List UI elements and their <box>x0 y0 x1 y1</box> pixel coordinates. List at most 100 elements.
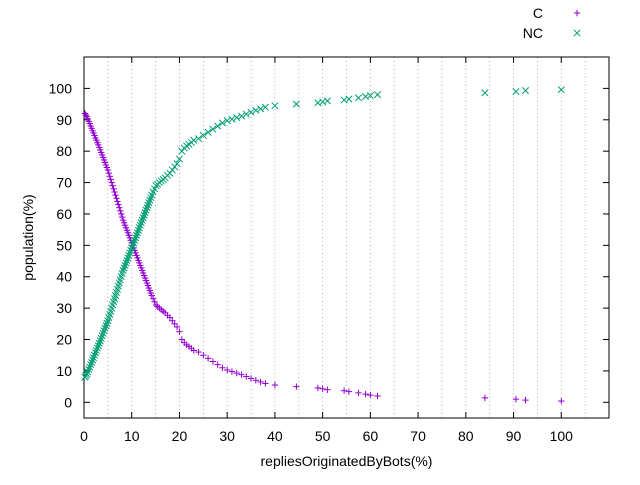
data-point-c <box>118 213 126 221</box>
data-point-nc <box>136 221 144 229</box>
data-point-nc <box>97 334 105 342</box>
data-point-nc <box>247 108 255 116</box>
data-point-nc <box>144 201 152 209</box>
data-point-nc <box>345 95 353 103</box>
data-point-nc <box>194 135 203 143</box>
data-point-nc <box>175 155 184 163</box>
data-point-nc <box>88 358 96 366</box>
data-point-c <box>355 389 362 397</box>
data-point-nc <box>86 363 94 371</box>
data-point-nc <box>223 117 231 125</box>
data-point-nc <box>145 199 153 207</box>
data-point-nc <box>271 102 279 110</box>
data-point-c <box>214 361 221 368</box>
data-point-c <box>82 111 90 119</box>
data-point-nc <box>261 103 269 111</box>
data-point-nc <box>166 169 174 177</box>
data-point-nc <box>96 337 104 345</box>
x-tick-label: 100 <box>550 428 574 444</box>
data-point-nc <box>83 370 91 378</box>
data-point-c <box>112 191 119 199</box>
data-point-nc <box>125 251 133 259</box>
series-c <box>81 110 565 405</box>
y-tick-label: 80 <box>56 143 72 159</box>
x-tick-label: 40 <box>267 428 283 444</box>
data-point-nc <box>131 236 139 244</box>
data-point-nc <box>89 354 98 362</box>
data-point-nc <box>90 351 99 359</box>
data-point-nc <box>126 249 134 257</box>
data-point-c <box>558 397 565 405</box>
data-point-c <box>238 371 245 378</box>
legend-marker-nc <box>573 29 581 37</box>
data-point-nc <box>131 234 140 242</box>
data-point-c <box>190 347 197 354</box>
data-point-nc <box>481 89 489 97</box>
data-point-nc <box>218 119 226 127</box>
data-point-nc <box>134 226 142 234</box>
y-tick-label: 60 <box>56 206 72 222</box>
data-point-c <box>345 388 353 395</box>
x-tick-label: 50 <box>315 428 331 444</box>
data-point-nc <box>101 324 109 332</box>
data-series <box>81 86 565 405</box>
data-point-c <box>233 369 240 377</box>
data-point-nc <box>139 214 147 222</box>
data-point-c <box>247 375 255 382</box>
data-point-nc <box>98 332 106 340</box>
legend-marker-nc-glyph <box>573 29 581 37</box>
data-point-nc <box>122 259 130 267</box>
data-point-nc <box>120 264 128 272</box>
data-point-c <box>107 176 114 183</box>
data-point-nc <box>214 122 222 130</box>
data-point-c <box>115 201 122 208</box>
data-point-c <box>151 298 158 306</box>
data-point-nc <box>135 224 143 232</box>
data-point-nc <box>366 92 374 100</box>
data-point-nc <box>84 368 92 376</box>
data-point-c <box>252 377 260 384</box>
data-point-c <box>108 179 115 186</box>
data-point-c <box>228 368 236 375</box>
data-point-nc <box>233 114 241 122</box>
data-point-c <box>110 185 117 193</box>
data-point-nc <box>89 356 97 364</box>
x-axis-label: repliesOriginatedByBots(%) <box>261 453 433 469</box>
data-point-nc <box>138 216 146 224</box>
data-point-c <box>262 380 269 387</box>
data-point-c <box>200 352 207 359</box>
data-point-nc <box>130 239 138 247</box>
data-point-c <box>340 387 348 394</box>
data-point-c <box>293 383 300 390</box>
x-tick-label: 80 <box>458 428 474 444</box>
data-point-nc <box>127 246 135 254</box>
data-point-nc <box>91 349 100 357</box>
data-point-c <box>512 395 520 403</box>
data-point-nc <box>512 87 520 96</box>
data-point-nc <box>173 160 181 168</box>
data-point-c <box>209 358 217 365</box>
data-point-c <box>195 348 202 356</box>
y-tick-label: 70 <box>56 175 72 191</box>
y-tick-label: 100 <box>49 80 73 96</box>
data-point-nc <box>237 112 246 120</box>
grid-lines <box>107 57 586 418</box>
data-point-c <box>374 392 381 400</box>
data-point-nc <box>147 194 155 202</box>
data-point-nc <box>92 346 100 355</box>
data-point-nc <box>143 204 151 212</box>
data-point-c <box>116 204 123 211</box>
data-point-c <box>176 328 183 335</box>
x-tick-label: 60 <box>363 428 379 444</box>
data-point-c <box>367 391 374 399</box>
y-tick-label: 50 <box>56 237 72 253</box>
data-point-nc <box>171 163 179 171</box>
data-point-c <box>257 378 264 386</box>
data-point-nc <box>252 106 260 114</box>
data-point-nc <box>119 266 127 275</box>
data-point-nc <box>103 319 111 327</box>
y-tick-label: 30 <box>56 300 72 316</box>
data-point-nc <box>132 231 141 239</box>
x-tick-label: 20 <box>172 428 188 444</box>
